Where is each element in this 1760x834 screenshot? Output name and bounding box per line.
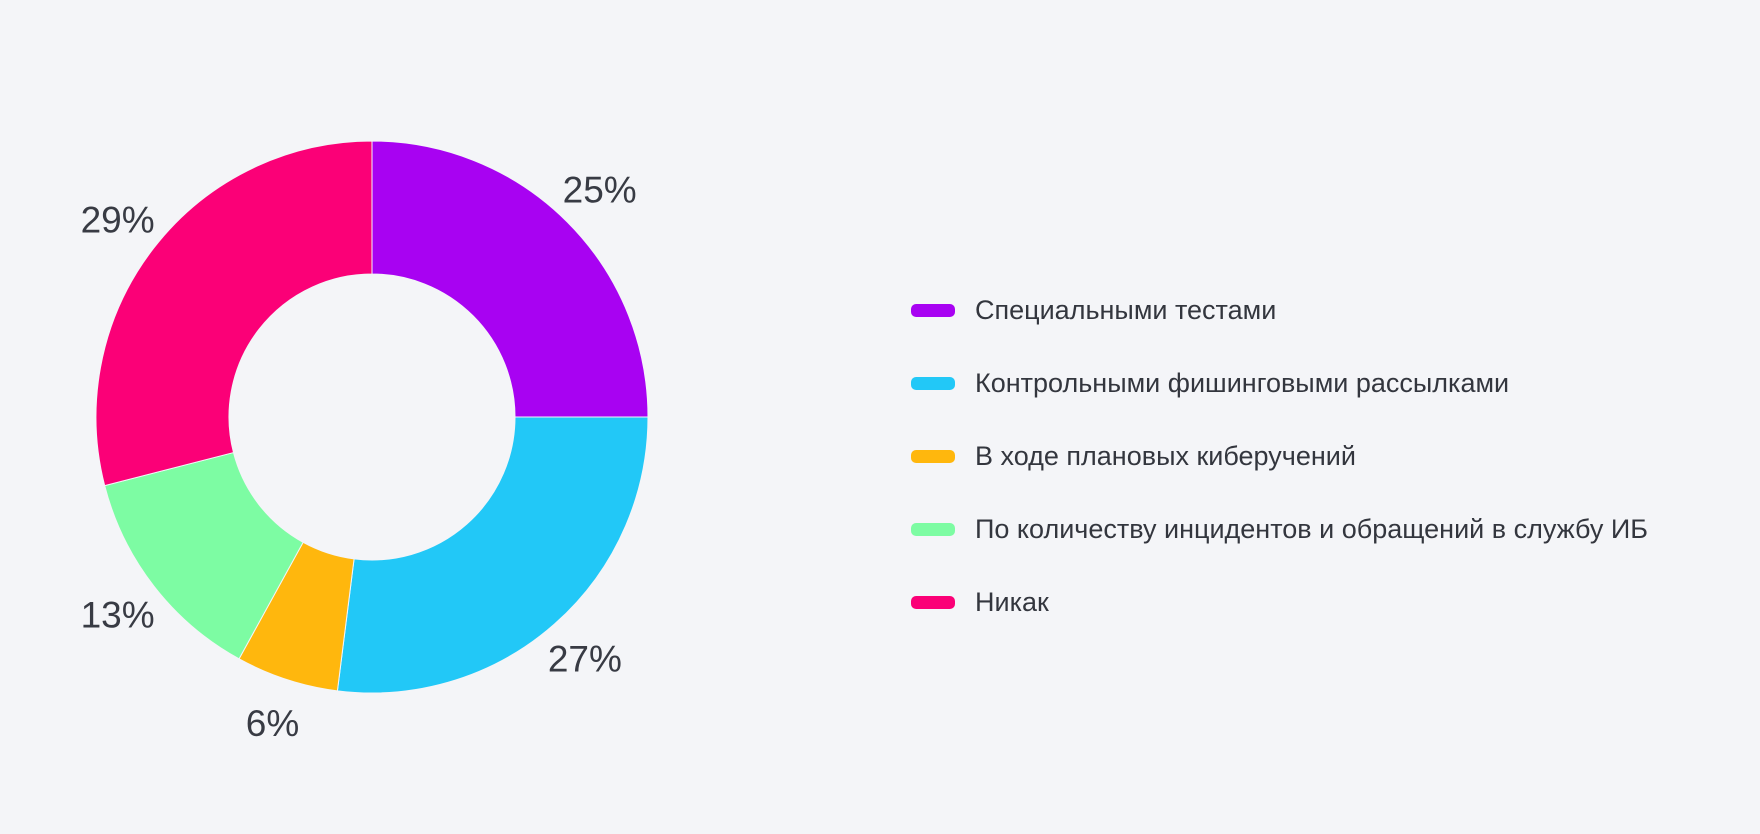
legend-label: В ходе плановых киберучений [975, 441, 1356, 471]
donut-slice-4 [104, 451, 304, 660]
legend-label: Никак [975, 587, 1049, 617]
percent-label-3: 6% [246, 703, 299, 744]
legend-swatch [911, 303, 955, 317]
legend-label: Специальными тестами [975, 295, 1277, 325]
legend-label: Контрольными фишинговыми рассылками [975, 368, 1510, 398]
percent-label-4: 13% [81, 594, 155, 635]
percent-label-1: 25% [563, 169, 637, 210]
donut-chart: 25% 27% 6% 13% 29% [81, 140, 649, 744]
legend-swatch [911, 522, 955, 536]
legend-item-5: Никак [911, 586, 1648, 618]
legend-swatch [911, 449, 955, 463]
percent-label-2: 27% [548, 639, 622, 680]
donut-slice-1 [371, 140, 649, 418]
legend-swatch [911, 595, 955, 609]
legend-item-3: В ходе плановых киберучений [911, 440, 1648, 472]
percent-label-5: 29% [81, 200, 155, 241]
legend-label: По количеству инцидентов и обращений в с… [975, 514, 1649, 544]
legend: Специальными тестами Контрольными фишинго… [911, 294, 1648, 618]
donut-slice-2 [336, 416, 649, 694]
legend-swatch [911, 376, 955, 390]
legend-item-4: По количеству инцидентов и обращений в с… [911, 513, 1648, 545]
legend-item-1: Специальными тестами [911, 294, 1648, 326]
legend-item-2: Контрольными фишинговыми рассылками [911, 367, 1648, 399]
donut-slice-5 [95, 140, 373, 487]
